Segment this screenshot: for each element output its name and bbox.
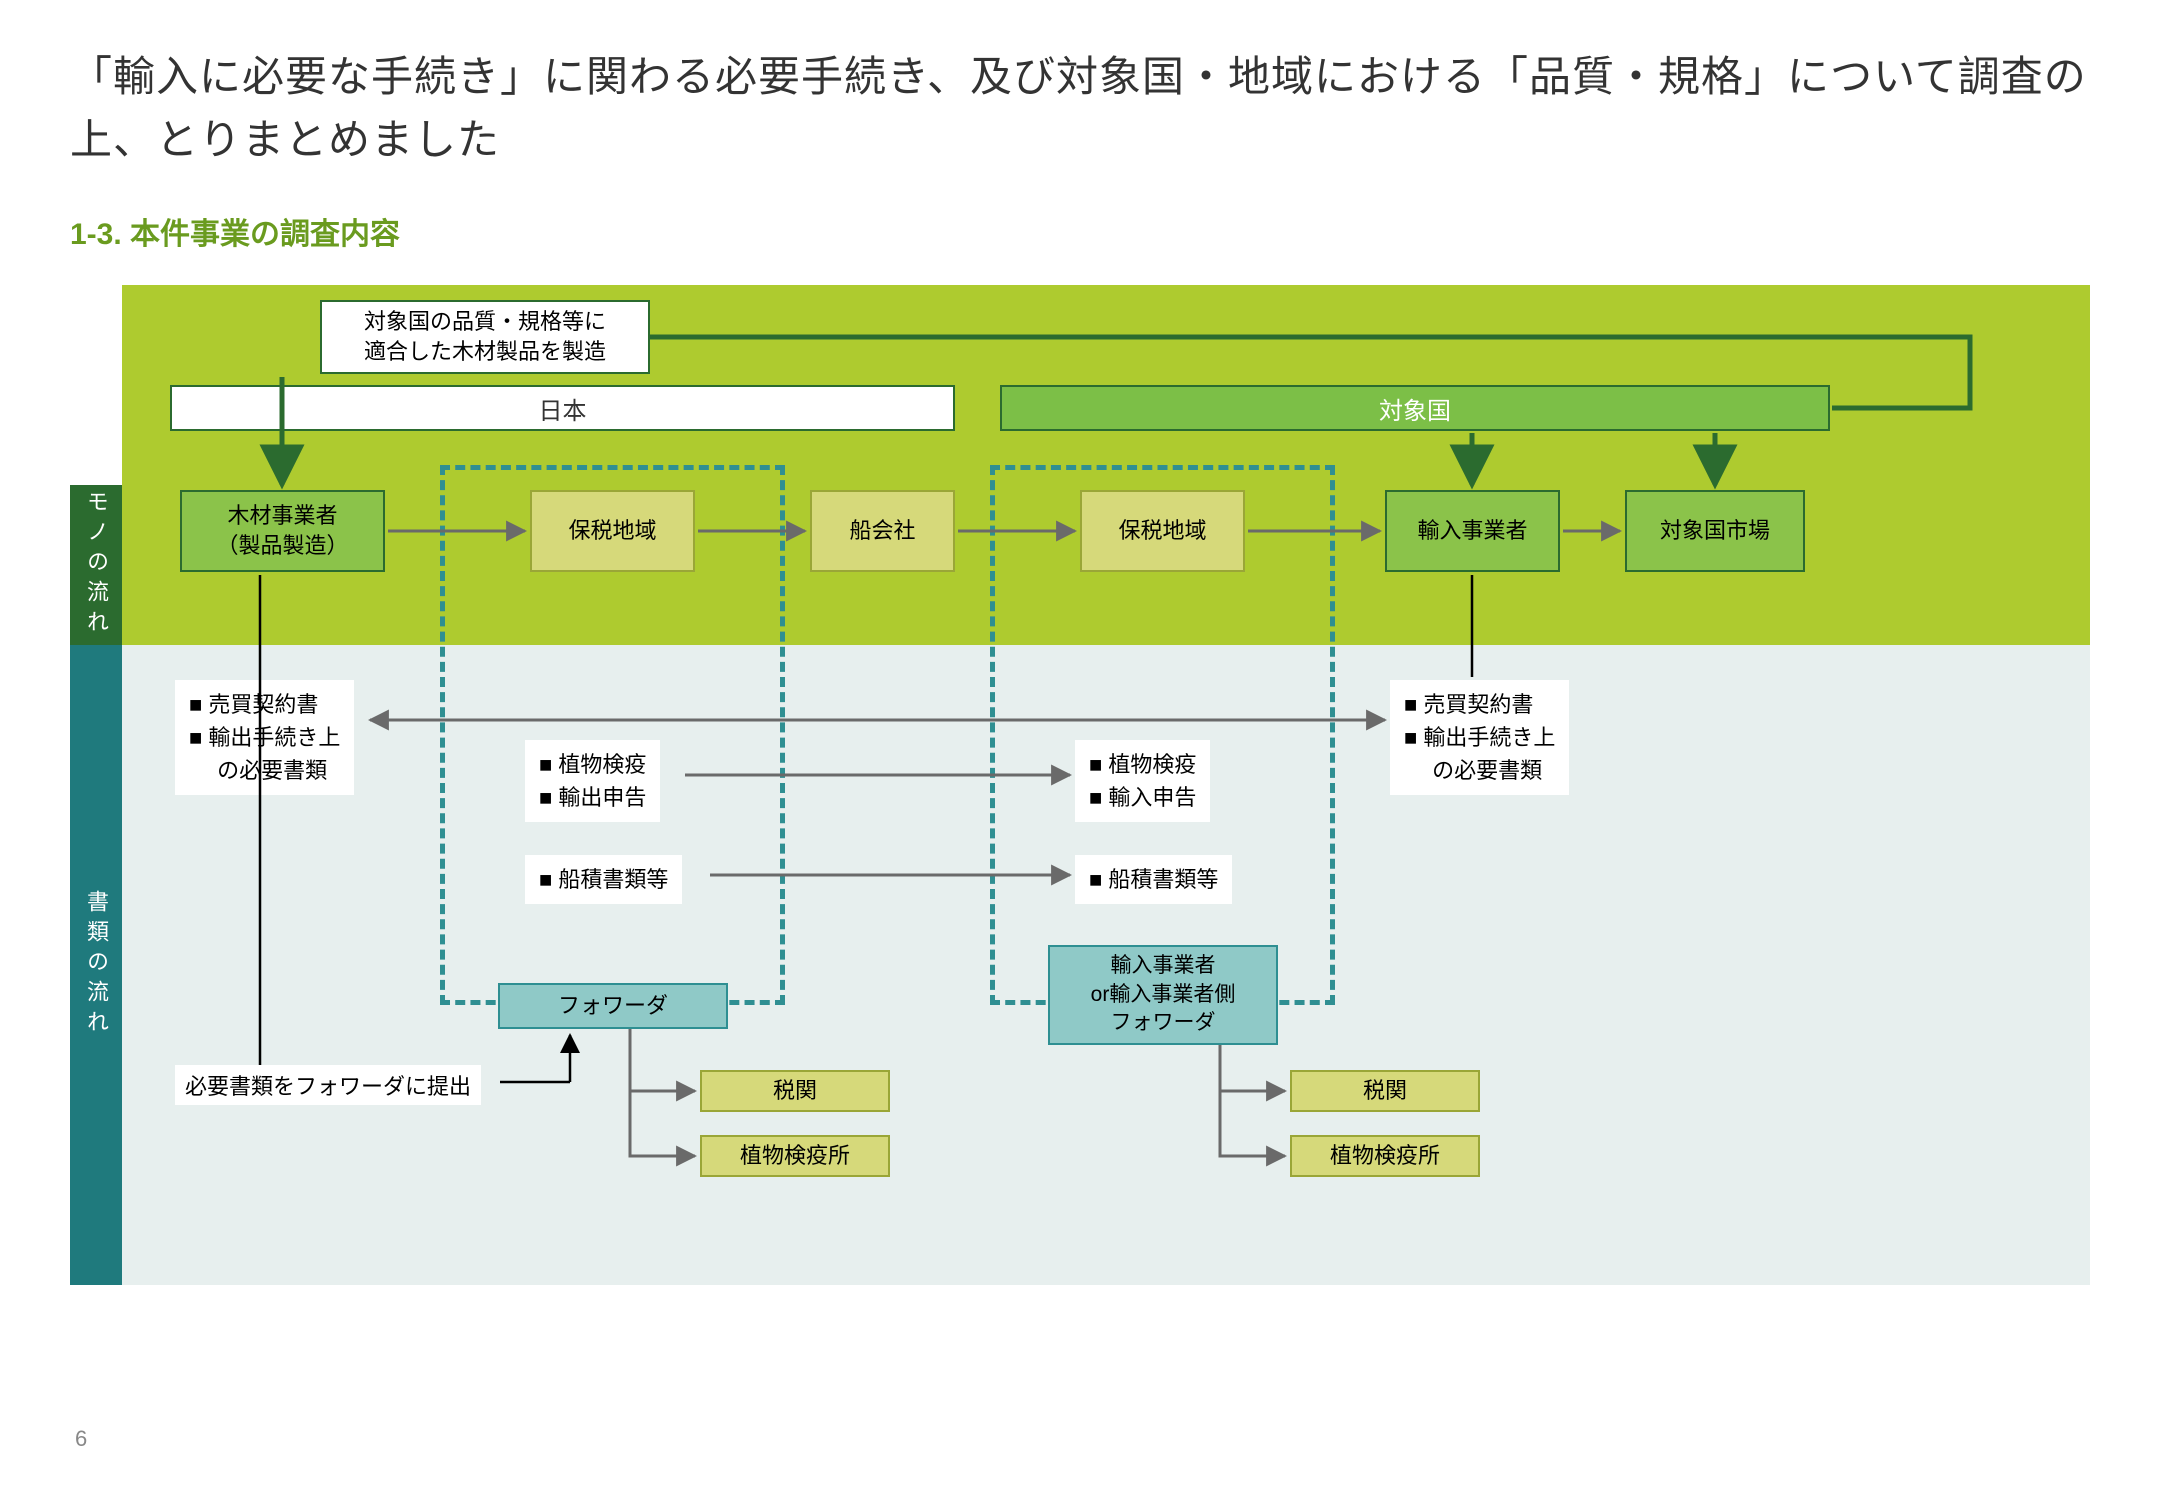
ship-right: ■ 船積書類等 bbox=[1075, 855, 1232, 904]
section-heading: 1-3. 本件事業の調査内容 bbox=[70, 209, 2097, 253]
slide-title: 「輸入に必要な手続き」に関わる必要手続き、及び対象国・地域における「品質・規格」… bbox=[70, 45, 2097, 171]
forwarder-jp: フォワーダ bbox=[498, 983, 728, 1029]
sidebar-goods-label: モノの流れ bbox=[80, 490, 112, 640]
mid-left: ■ 植物検疫 ■ 輸出申告 bbox=[525, 740, 660, 822]
docs-right: ■ 売買契約書 ■ 輸出手続き上 の必要書類 bbox=[1390, 680, 1569, 795]
page-number: 6 bbox=[75, 1426, 87, 1452]
dash-target bbox=[990, 465, 1335, 1005]
mid-right: ■ 植物検疫 ■ 輸入申告 bbox=[1075, 740, 1210, 822]
node-market: 対象国市場 bbox=[1625, 490, 1805, 572]
ship-left: ■ 船積書類等 bbox=[525, 855, 682, 904]
customs-jp: 税関 bbox=[700, 1070, 890, 1112]
sidebar-goods: モノの流れ bbox=[70, 485, 122, 645]
sidebar-docs: 書類の流れ bbox=[70, 645, 122, 1285]
docs-left: ■ 売買契約書 ■ 輸出手続き上 の必要書類 bbox=[175, 680, 354, 795]
region-japan: 日本 bbox=[170, 385, 955, 431]
node-importer: 輸入事業者 bbox=[1385, 490, 1560, 572]
dash-japan bbox=[440, 465, 785, 1005]
region-target: 対象国 bbox=[1000, 385, 1830, 431]
top-note: 対象国の品質・規格等に 適合した木材製品を製造 bbox=[320, 300, 650, 374]
node-shipper: 船会社 bbox=[810, 490, 955, 572]
quarantine-tc: 植物検疫所 bbox=[1290, 1135, 1480, 1177]
customs-tc: 税関 bbox=[1290, 1070, 1480, 1112]
forwarder-tc: 輸入事業者 or輸入事業者側 フォワーダ bbox=[1048, 945, 1278, 1045]
submit-caption: 必要書類をフォワーダに提出 bbox=[175, 1065, 481, 1105]
sidebar-docs-label: 書類の流れ bbox=[80, 890, 112, 1040]
diagram: モノの流れ 書類の流れ 日本 対象国 対象国の品質・規格等に 適合した木材製品を… bbox=[70, 285, 2090, 1285]
node-producer: 木材事業者 （製品製造） bbox=[180, 490, 385, 572]
quarantine-jp: 植物検疫所 bbox=[700, 1135, 890, 1177]
